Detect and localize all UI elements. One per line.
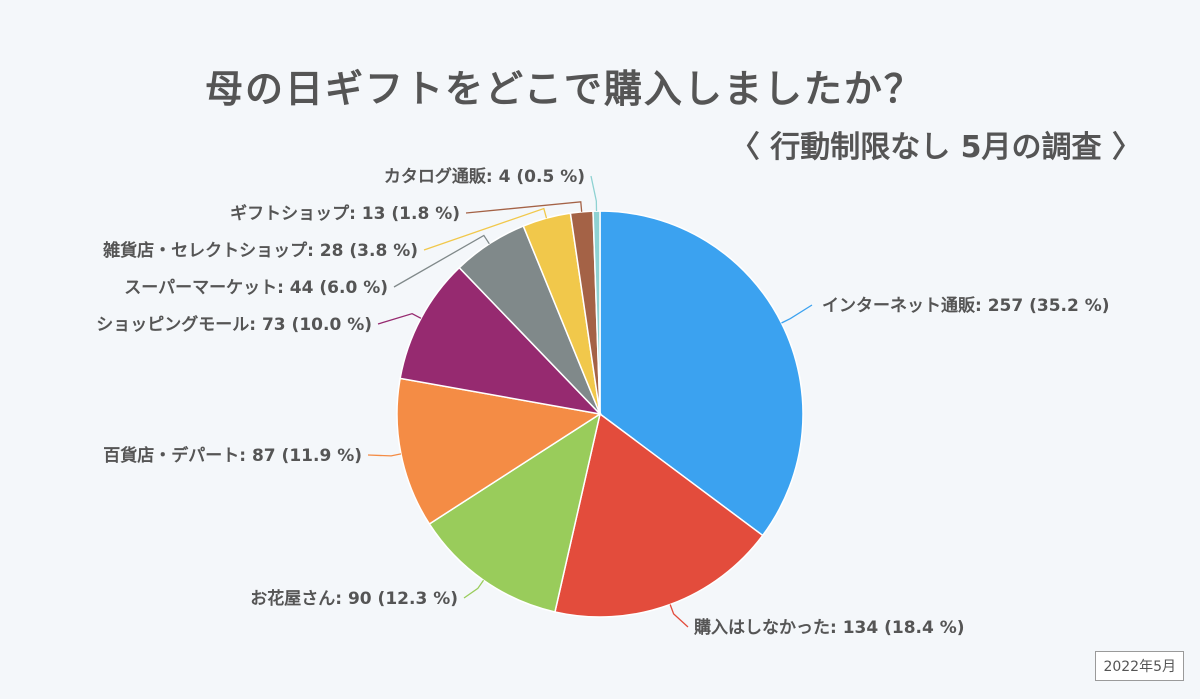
- chart-title: 母の日ギフトをどこで購入しましたか？: [205, 67, 924, 111]
- slice-label: 百貨店・デパート: 87 (11.9 %): [103, 445, 362, 466]
- slice-label: 購入はしなかった: 134 (18.4 %): [694, 617, 965, 638]
- slice-label: ギフトショップ: 13 (1.8 %): [230, 203, 460, 224]
- leader-line: [781, 304, 813, 324]
- leader-line: [423, 207, 548, 251]
- pie-slice: [599, 210, 804, 537]
- leader-line: [367, 453, 402, 457]
- slice-label: 雑貨店・セレクトショップ: 28 (3.8 %): [102, 240, 418, 261]
- slice-label: お花屋さん: 90 (12.3 %): [250, 588, 458, 609]
- pie-slice: [554, 412, 764, 618]
- slice-label: インターネット通販: 257 (35.2 %): [822, 295, 1110, 316]
- leader-line: [590, 175, 598, 212]
- leader-line: [465, 201, 583, 214]
- leader-line: [463, 579, 485, 599]
- chart-subtitle: 〈 行動制限なし 5月の調査 〉: [729, 130, 1142, 165]
- slice-label: ショッピングモール: 73 (10.0 %): [96, 314, 372, 335]
- date-badge: 2022年5月: [1095, 651, 1184, 681]
- leader-line: [377, 312, 422, 325]
- pie-slice: [399, 266, 603, 416]
- leader-line: [393, 234, 490, 288]
- pie-slice: [396, 377, 603, 525]
- slice-label: スーパーマーケット: 44 (6.0 %): [124, 278, 388, 298]
- slice-label: カタログ通販: 4 (0.5 %): [384, 166, 585, 187]
- leader-line: [669, 604, 689, 628]
